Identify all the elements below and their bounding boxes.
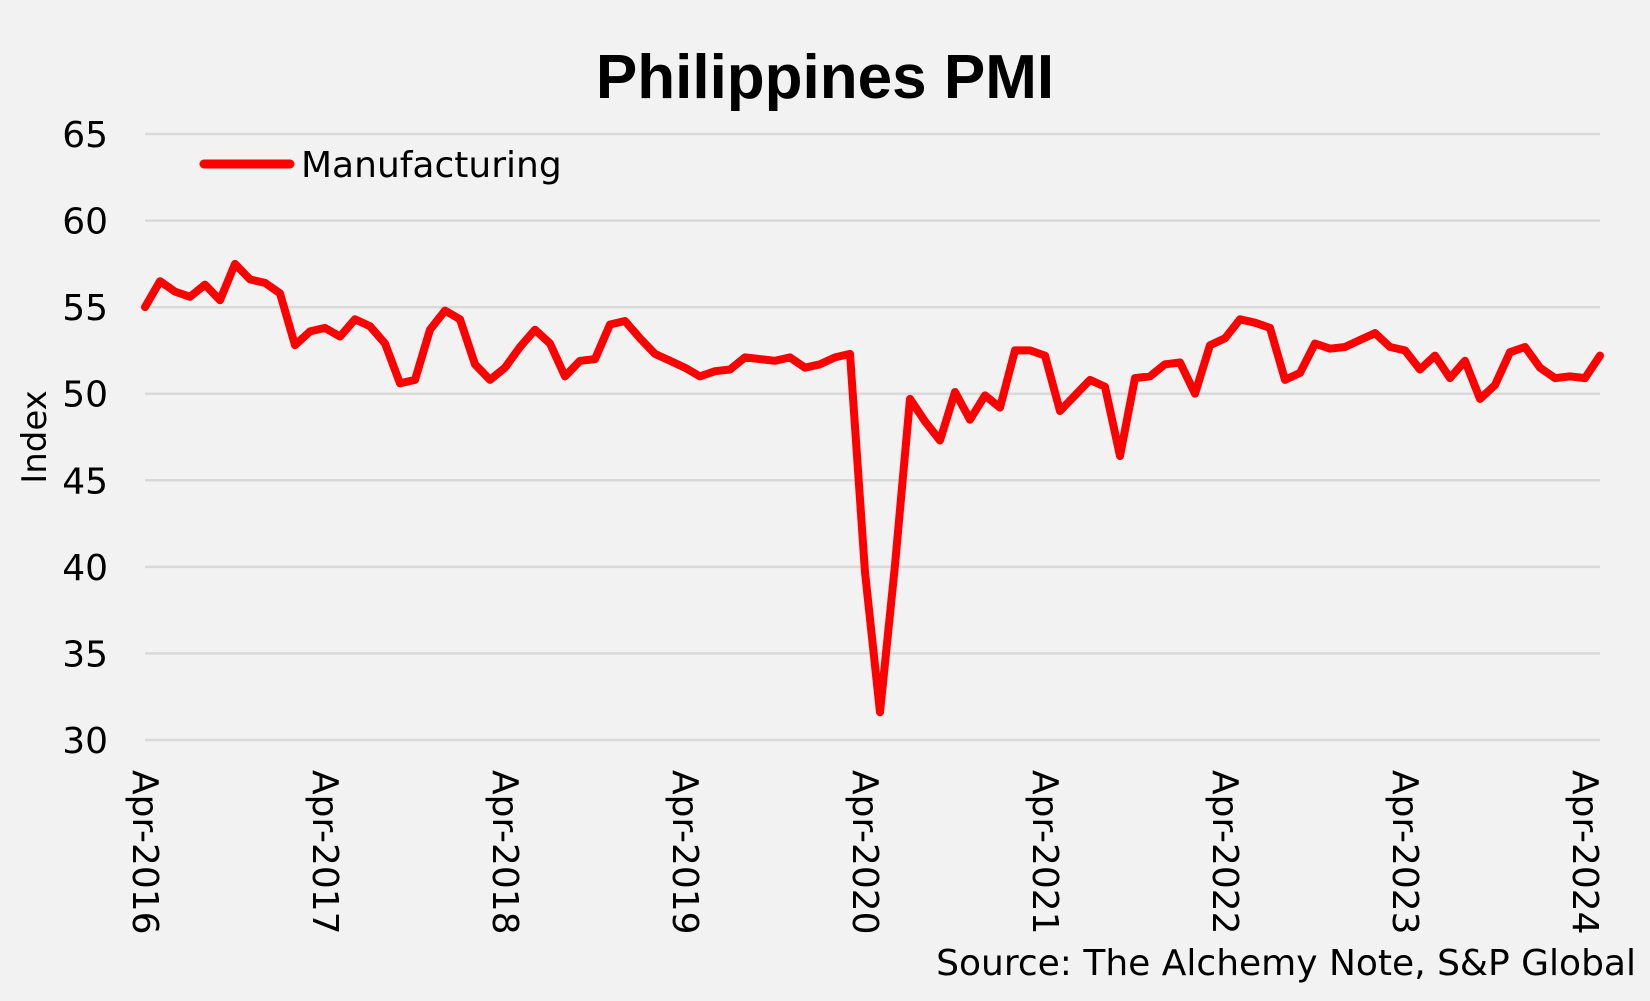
x-axis-ticks: Apr-2016 Apr-2017 Apr-2018 Apr-2019 Apr-2020… [124, 770, 1605, 935]
x-tick-label: Apr-2019 [664, 770, 705, 935]
x-tick-label: Apr-2024 [1564, 770, 1605, 935]
y-tick-label: 50 [62, 375, 108, 416]
y-tick-label: 60 [62, 202, 108, 243]
y-axis-label: Index [15, 390, 55, 484]
x-tick-label: Apr-2020 [844, 770, 885, 935]
x-tick-label: Apr-2018 [484, 770, 525, 935]
x-tick-label: Apr-2022 [1204, 770, 1245, 935]
series-layer [141, 259, 1604, 717]
y-tick-label: 30 [62, 721, 108, 762]
legend-label-manufacturing: Manufacturing [301, 145, 562, 186]
series-line-manufacturing [141, 259, 1604, 717]
x-tick-label: Apr-2021 [1024, 770, 1065, 935]
x-tick-label: Apr-2016 [124, 770, 165, 935]
x-tick-label: Apr-2023 [1384, 770, 1425, 935]
source-note: Source: The Alchemy Note, S&P Global [936, 943, 1636, 984]
x-tick-label: Apr-2017 [304, 770, 345, 935]
y-tick-label: 55 [62, 288, 108, 329]
y-tick-label: 40 [62, 548, 108, 589]
chart-title: Philippines PMI [596, 43, 1054, 112]
y-tick-label: 45 [62, 461, 108, 502]
y-axis-ticks: 30 35 40 45 50 55 60 65 [62, 115, 108, 762]
legend: Manufacturing [199, 145, 562, 186]
y-tick-label: 35 [62, 634, 108, 675]
grid-layer [145, 132, 1600, 742]
y-tick-label: 65 [62, 115, 108, 156]
